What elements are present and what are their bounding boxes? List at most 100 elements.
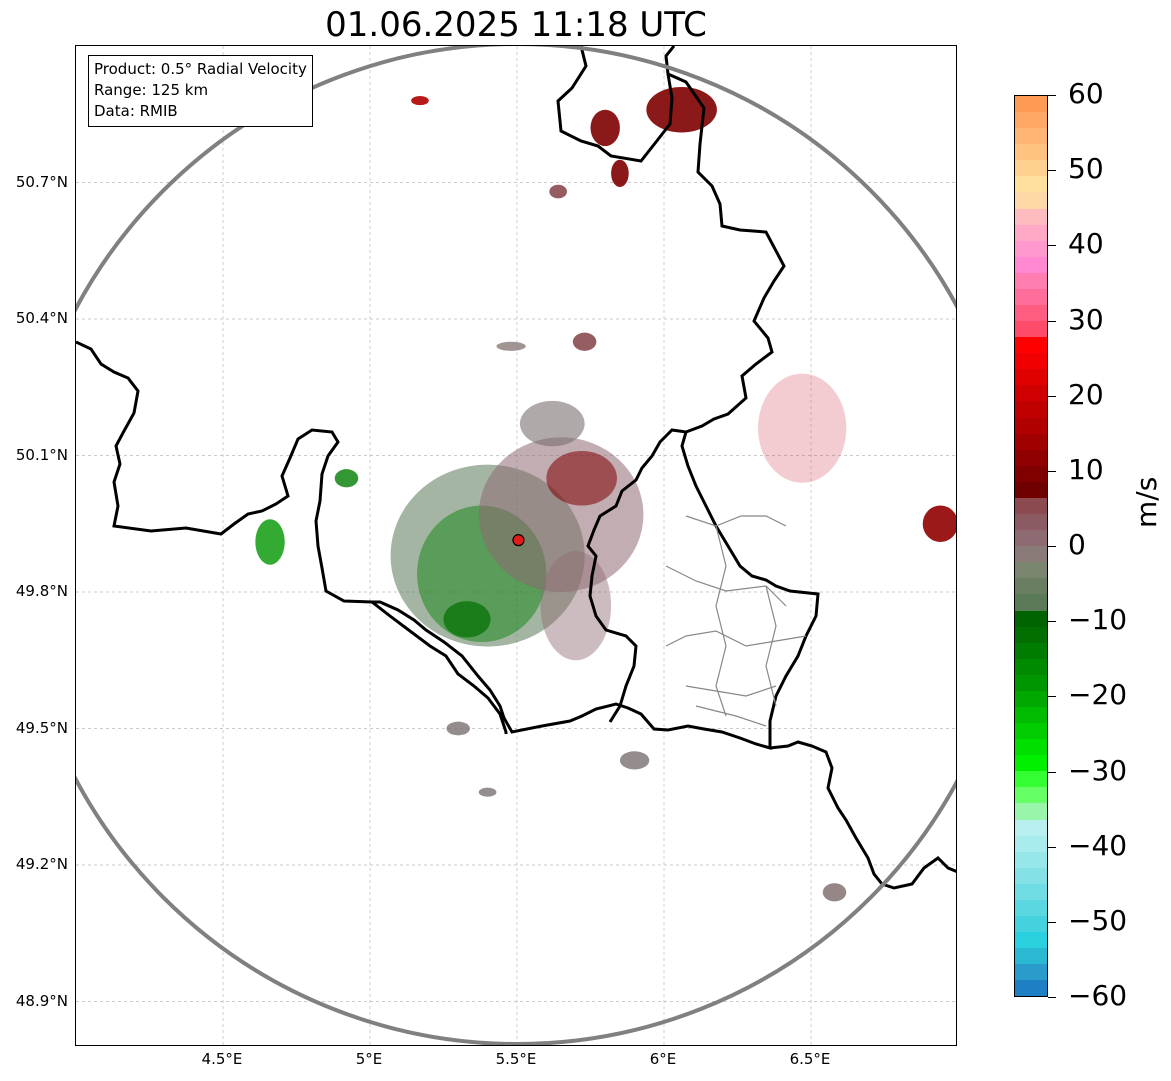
country-borders bbox=[76, 46, 956, 890]
velocity-echo bbox=[549, 184, 567, 199]
velocity-echo bbox=[758, 373, 847, 483]
colorbar-tick-mark bbox=[1048, 696, 1056, 698]
colorbar-band bbox=[1015, 128, 1047, 145]
colorbar-band bbox=[1015, 739, 1047, 756]
colorbar-band bbox=[1015, 706, 1047, 724]
germany-france-border bbox=[769, 740, 956, 890]
colorbar-tick-label: −40 bbox=[1068, 828, 1128, 862]
colorbar-band bbox=[1015, 321, 1047, 338]
colorbar-band bbox=[1015, 835, 1047, 852]
colorbar-band bbox=[1015, 481, 1047, 498]
colorbar-band bbox=[1015, 417, 1047, 434]
colorbar-tick-mark bbox=[1048, 771, 1056, 773]
colorbar-band bbox=[1015, 867, 1047, 884]
data-source-label: Data: RMIB bbox=[94, 102, 178, 120]
colorbar-band bbox=[1015, 562, 1047, 579]
colorbar-band bbox=[1015, 610, 1047, 627]
velocity-echo bbox=[446, 721, 470, 736]
chart-title: 01.06.2025 11:18 UTC bbox=[325, 5, 707, 45]
belgium-france-border bbox=[76, 340, 508, 734]
luxembourg-admin-lines bbox=[665, 515, 807, 727]
colorbar-band bbox=[1015, 240, 1047, 257]
radar-site-marker bbox=[512, 534, 525, 547]
colorbar-band bbox=[1015, 626, 1047, 643]
colorbar-band bbox=[1015, 144, 1047, 161]
colorbar-band bbox=[1015, 401, 1047, 418]
colorbar-band bbox=[1015, 385, 1047, 402]
colorbar-tick-mark bbox=[1048, 95, 1056, 96]
velocity-echo bbox=[255, 519, 285, 565]
colorbar-tick-label: 60 bbox=[1068, 77, 1104, 110]
colorbar-tick-mark bbox=[1048, 395, 1056, 397]
velocity-echo bbox=[611, 159, 629, 188]
product-info-box: Product: 0.5° Radial Velocity Range: 125… bbox=[88, 55, 313, 127]
colorbar-band bbox=[1015, 433, 1047, 450]
colorbar-band bbox=[1015, 449, 1047, 466]
colorbar-tick-mark bbox=[1048, 621, 1056, 623]
velocity-echoes bbox=[255, 86, 956, 902]
range-label: Range: 125 km bbox=[94, 81, 209, 99]
belgium-luxembourg-netherlands-border bbox=[556, 46, 786, 723]
colorbar-band bbox=[1015, 964, 1047, 981]
colorbar-band bbox=[1015, 932, 1047, 949]
colorbar-band bbox=[1015, 658, 1047, 675]
colorbar-band bbox=[1015, 690, 1047, 707]
colorbar-band bbox=[1015, 546, 1047, 563]
lon-tick-label: 6.5°E bbox=[789, 1050, 831, 1068]
colorbar-tick-mark bbox=[1048, 320, 1056, 322]
lat-tick-label: 49.2°N bbox=[15, 855, 68, 873]
colorbar-band bbox=[1015, 176, 1047, 193]
range-ring bbox=[76, 46, 956, 1045]
lat-tick-label: 50.1°N bbox=[15, 445, 68, 464]
velocity-echo bbox=[540, 551, 612, 661]
radar-map-canvas bbox=[76, 46, 956, 1045]
colorbar-band bbox=[1015, 851, 1047, 868]
colorbar-band bbox=[1015, 915, 1047, 933]
colorbar-band bbox=[1015, 160, 1047, 177]
colorbar-tick-mark bbox=[1048, 997, 1056, 998]
colorbar-tick-label: −50 bbox=[1068, 903, 1128, 937]
colorbar-tick-mark bbox=[1048, 546, 1056, 547]
velocity-echo bbox=[411, 96, 429, 106]
colorbar-tick-label: −10 bbox=[1068, 603, 1128, 637]
colorbar-band bbox=[1015, 899, 1047, 916]
colorbar-band bbox=[1015, 337, 1047, 354]
colorbar-band bbox=[1015, 980, 1047, 996]
colorbar-tick-label: 30 bbox=[1068, 302, 1104, 336]
colorbar-tick-label: −60 bbox=[1068, 979, 1128, 1012]
velocity-echo bbox=[572, 332, 597, 351]
lon-tick-label: 4.5°E bbox=[201, 1050, 243, 1068]
colorbar-band bbox=[1015, 642, 1047, 659]
velocity-echo bbox=[478, 787, 497, 797]
colorbar-band bbox=[1015, 674, 1047, 691]
lat-tick-label: 49.5°N bbox=[15, 718, 68, 737]
colorbar-tick-mark bbox=[1048, 470, 1056, 472]
colorbar-band bbox=[1015, 305, 1047, 322]
colorbar-band bbox=[1015, 723, 1047, 740]
colorbar-band bbox=[1015, 369, 1047, 386]
velocity-echo bbox=[443, 601, 491, 638]
colorbar-band bbox=[1015, 465, 1047, 482]
colorbar-tick-label: 10 bbox=[1068, 452, 1104, 486]
colorbar-band bbox=[1015, 192, 1047, 209]
velocity-echo bbox=[546, 450, 617, 506]
colorbar-tick-label: 40 bbox=[1068, 227, 1104, 261]
colorbar-tick-label: −30 bbox=[1068, 753, 1128, 787]
colorbar-band bbox=[1015, 578, 1047, 595]
colorbar-band bbox=[1015, 771, 1047, 788]
velocity-echo bbox=[590, 109, 620, 147]
colorbar-band bbox=[1015, 256, 1047, 273]
colorbar-tick-label: 50 bbox=[1068, 152, 1104, 186]
velocity-colorbar bbox=[1014, 95, 1048, 997]
colorbar-band bbox=[1015, 497, 1047, 515]
lat-tick-label: 50.4°N bbox=[15, 309, 68, 327]
lat-tick-label: 50.7°N bbox=[15, 172, 68, 191]
velocity-echo bbox=[496, 341, 526, 351]
colorbar-band bbox=[1015, 787, 1047, 804]
velocity-echo bbox=[334, 469, 359, 488]
luxembourg-border bbox=[372, 431, 820, 750]
colorbar-band bbox=[1015, 819, 1047, 836]
velocity-echo bbox=[646, 86, 717, 133]
lon-tick-label: 5°E bbox=[355, 1050, 383, 1068]
colorbar-tick-mark bbox=[1048, 921, 1056, 923]
